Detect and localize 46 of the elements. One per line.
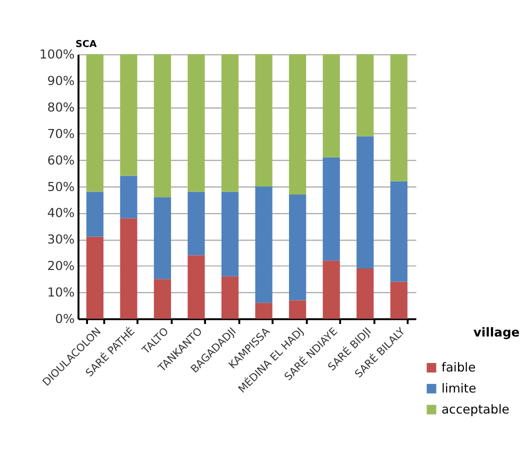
y-tick-label: 30% <box>47 232 75 247</box>
bar <box>86 192 104 237</box>
y-tick-label: 70% <box>47 126 75 141</box>
bar <box>289 194 306 300</box>
bar <box>221 54 239 192</box>
bar <box>188 255 205 319</box>
y-tick-label: 0% <box>55 312 75 326</box>
y-tick-label: 40% <box>47 206 75 220</box>
bar <box>255 302 272 319</box>
y-tick-label: 20% <box>47 259 75 274</box>
legend-label: acceptable <box>441 402 510 416</box>
bar <box>356 136 374 268</box>
bar <box>322 157 340 261</box>
y-tick-label: 100% <box>39 48 75 62</box>
bar <box>221 192 239 276</box>
bar <box>255 54 272 187</box>
y-axis-title: SCA <box>76 39 98 50</box>
y-tick-label: 10% <box>47 286 75 300</box>
bar <box>120 176 138 218</box>
y-tick-label: 50% <box>47 180 75 194</box>
bar <box>356 268 374 319</box>
bar <box>322 54 340 158</box>
bar <box>154 197 172 280</box>
bar <box>390 54 408 182</box>
bar <box>188 54 205 192</box>
bar <box>390 181 408 282</box>
bar <box>86 54 104 192</box>
bar <box>322 260 340 319</box>
bar <box>390 282 408 319</box>
bar <box>221 276 239 319</box>
y-tick-label: 60% <box>47 153 75 168</box>
y-tick-label: 80% <box>47 100 75 114</box>
bar <box>120 54 138 176</box>
x-axis-title: village <box>473 325 520 340</box>
bar <box>154 279 172 319</box>
legend-label: faible <box>441 360 476 375</box>
bar <box>356 54 374 136</box>
bar <box>289 54 306 194</box>
bar <box>289 300 306 319</box>
legend-label: limite <box>441 381 476 396</box>
bar <box>154 54 172 198</box>
y-tick-label: 90% <box>47 74 75 88</box>
bar <box>188 192 205 256</box>
bar <box>120 218 138 319</box>
bar <box>255 186 272 303</box>
bar <box>86 236 104 319</box>
